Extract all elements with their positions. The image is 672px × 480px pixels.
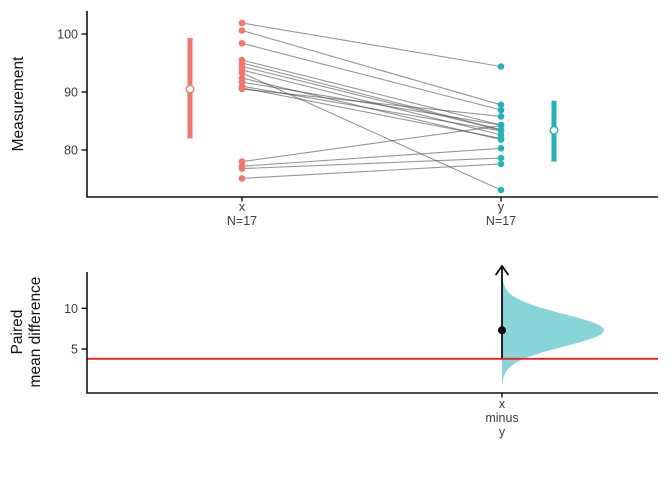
y-dot — [497, 106, 505, 114]
y-dot — [497, 186, 505, 194]
pair-line — [241, 72, 502, 191]
bottom-y-axis-title-line2: mean difference — [27, 276, 44, 388]
x-dot — [238, 165, 246, 172]
y-tick-label: 10 — [64, 302, 78, 316]
pair-line — [241, 88, 502, 117]
diff-tick-line3: y — [498, 425, 506, 439]
pair-line — [241, 157, 502, 170]
pair-line — [241, 125, 502, 163]
group-y-n-label: N=17 — [485, 214, 517, 228]
diff-tick-line1: x — [498, 397, 506, 411]
pair-line — [241, 62, 502, 131]
pair-line — [241, 147, 502, 167]
mean-marker — [185, 84, 195, 94]
group-x-label: x — [238, 200, 246, 214]
y-dot — [497, 63, 505, 70]
y-dot — [497, 127, 505, 135]
y-dot — [497, 145, 505, 152]
top-axes — [86, 11, 658, 198]
bottom-axes — [86, 272, 658, 394]
pair-line — [241, 81, 502, 126]
y-dot — [497, 154, 505, 162]
pair-line — [241, 87, 502, 139]
arrow-up-icon — [495, 264, 509, 276]
y-tick-label: 100 — [57, 28, 78, 42]
pair-line — [241, 65, 502, 131]
top-y-axis-title: Measurement — [10, 56, 28, 152]
x-dot — [238, 69, 246, 77]
group-y-label: y — [497, 200, 505, 214]
x-dot — [238, 85, 246, 93]
y-tick-label: 90 — [64, 86, 78, 100]
pair-line — [241, 42, 502, 111]
mean-diff-dot — [498, 326, 506, 335]
pair-line — [241, 22, 502, 68]
x-dot — [238, 158, 246, 165]
pair-line — [241, 29, 502, 106]
diff-tick-line2: minus — [485, 411, 519, 425]
x-dot — [238, 40, 246, 47]
x-dot — [238, 27, 246, 34]
y-dot — [497, 113, 505, 120]
pair-line — [241, 163, 502, 179]
y-dot — [497, 122, 505, 129]
y-dot — [497, 160, 505, 168]
pair-line — [241, 59, 502, 126]
x-dot — [238, 19, 246, 27]
y-tick-label: 5 — [71, 343, 78, 357]
y-tick-label: 80 — [64, 144, 78, 158]
mean-marker — [549, 125, 559, 135]
group-x-n-label: N=17 — [226, 214, 258, 228]
y-dot — [497, 101, 505, 109]
y-dot — [497, 135, 505, 142]
bottom-y-axis-title-line1: Paired — [9, 309, 27, 355]
bootstrap-violin — [502, 274, 604, 384]
x-dot — [238, 175, 246, 182]
bottom-y-axis-title: Paired mean difference — [9, 277, 45, 388]
